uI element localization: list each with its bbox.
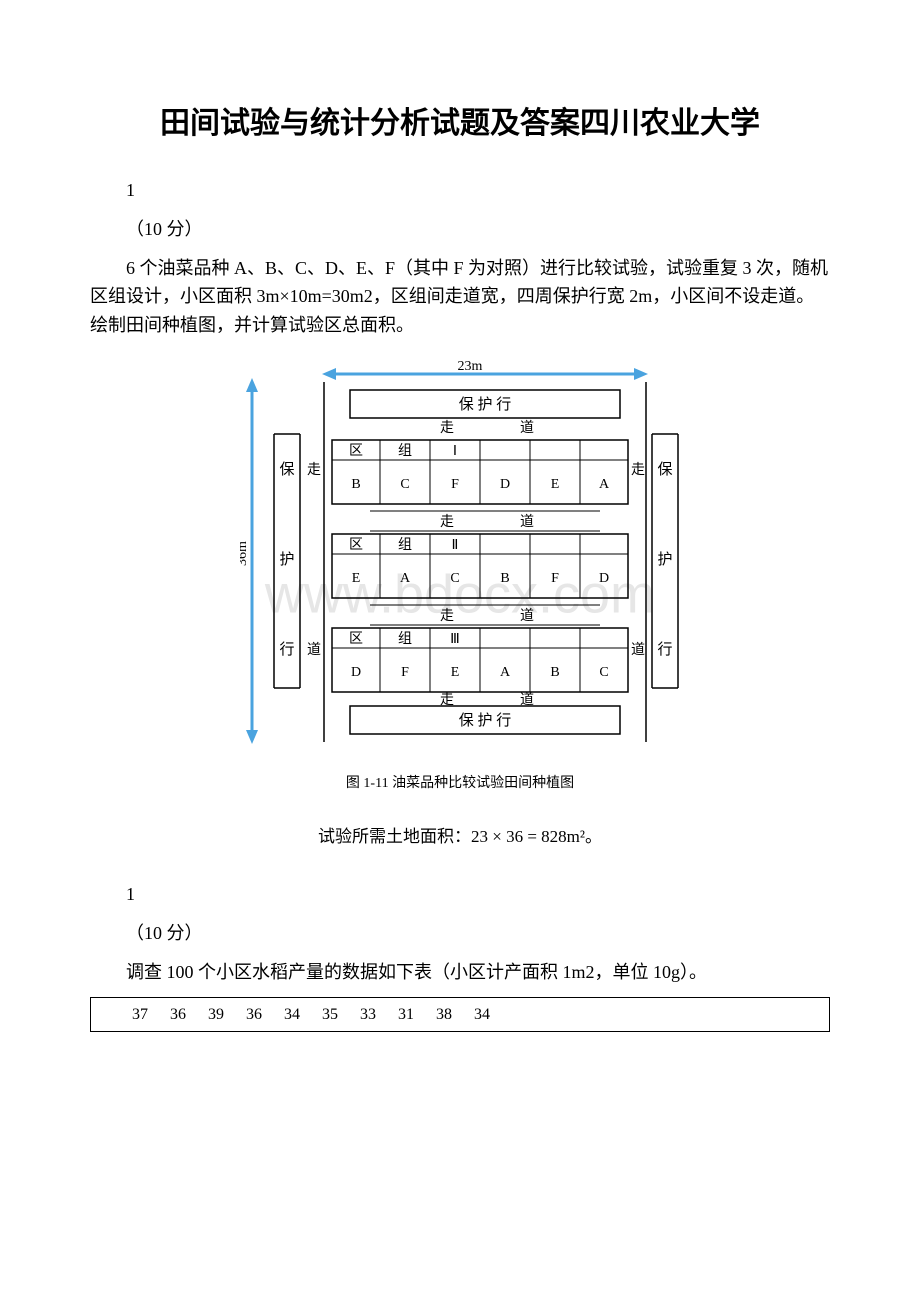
svg-text:C: C <box>599 665 608 680</box>
block-3: 区 组 Ⅲ D F E A B C <box>332 628 628 692</box>
protect-row-top: 保 护 行 <box>459 396 512 413</box>
height-label: 36m <box>240 541 250 566</box>
svg-text:区: 区 <box>349 443 363 459</box>
svg-text:F: F <box>551 571 559 586</box>
block-2: 区 组 Ⅱ E A C B F D <box>332 534 628 598</box>
data-table: 37 36 39 36 34 35 33 31 38 34 <box>90 997 830 1033</box>
width-arrow <box>322 368 648 380</box>
svg-text:E: E <box>352 571 361 586</box>
svg-text:组: 组 <box>398 443 412 459</box>
q2-text: 调查 100 个小区水稻产量的数据如下表（小区计产面积 1m2，单位 10g）。 <box>90 958 830 987</box>
cell: 37 <box>123 1002 157 1028</box>
walk-4a: 走 <box>440 692 454 708</box>
svg-text:D: D <box>351 665 361 680</box>
cell: 31 <box>389 1002 423 1028</box>
q1-number: 1 <box>90 176 830 205</box>
walk-1b: 道 <box>520 420 534 436</box>
right-zou: 走 <box>631 462 645 478</box>
left-dao: 道 <box>307 642 321 658</box>
block-1: 区 组 Ⅰ B C F D E A <box>332 440 628 504</box>
width-label: 23m <box>458 359 483 374</box>
protect-row-bottom: 保 护 行 <box>459 712 512 729</box>
table-row: 37 36 39 36 34 35 33 31 38 34 <box>99 1002 821 1028</box>
svg-text:Ⅲ: Ⅲ <box>450 632 460 647</box>
svg-text:B: B <box>550 665 559 680</box>
walk-3a: 走 <box>440 608 454 624</box>
svg-text:B: B <box>351 477 360 492</box>
cell: 35 <box>313 1002 347 1028</box>
q2-number: 1 <box>90 880 830 909</box>
svg-text:E: E <box>451 665 460 680</box>
svg-text:组: 组 <box>398 631 412 647</box>
left-hu: 护 <box>279 551 294 568</box>
walk-2b: 道 <box>520 514 534 530</box>
cell: 33 <box>351 1002 385 1028</box>
right-bao: 保 <box>657 461 672 478</box>
svg-text:A: A <box>500 665 511 680</box>
walk-2a: 走 <box>440 514 454 530</box>
svg-text:F: F <box>451 477 459 492</box>
svg-text:D: D <box>500 477 510 492</box>
walk-3b: 道 <box>520 608 534 624</box>
svg-text:D: D <box>599 571 609 586</box>
diagram-svg: 36m 23m 保 护 行 保 护 行 保 护 行 保 护 行 <box>240 356 680 756</box>
q1-points: （10 分） <box>90 215 830 244</box>
svg-text:A: A <box>400 571 411 586</box>
area-calc: 试验所需土地面积：23 × 36 = 828m²。 <box>90 823 830 850</box>
svg-text:A: A <box>599 477 610 492</box>
right-hu: 护 <box>657 551 672 568</box>
right-xing: 行 <box>657 641 672 658</box>
svg-text:B: B <box>500 571 509 586</box>
page-title: 田间试验与统计分析试题及答案四川农业大学 <box>90 100 830 148</box>
cell: 36 <box>161 1002 195 1028</box>
cell: 36 <box>237 1002 271 1028</box>
q1-text: 6 个油菜品种 A、B、C、D、E、F（其中 F 为对照）进行比较试验，试验重复… <box>90 254 830 340</box>
field-diagram: www.bdocx.com 36m 23m 保 护 行 保 护 行 保 <box>90 356 830 765</box>
svg-text:Ⅰ: Ⅰ <box>453 444 457 459</box>
left-xing: 行 <box>279 641 294 658</box>
svg-text:C: C <box>400 477 409 492</box>
cell: 34 <box>465 1002 499 1028</box>
left-zou: 走 <box>307 462 321 478</box>
right-dao: 道 <box>631 642 645 658</box>
cell: 39 <box>199 1002 233 1028</box>
svg-text:E: E <box>551 477 560 492</box>
left-bao: 保 <box>279 461 294 478</box>
svg-text:Ⅱ: Ⅱ <box>452 538 459 553</box>
walk-4b: 道 <box>520 692 534 708</box>
svg-text:F: F <box>401 665 409 680</box>
q2-points: （10 分） <box>90 919 830 948</box>
walk-1a: 走 <box>440 420 454 436</box>
svg-text:区: 区 <box>349 537 363 553</box>
svg-text:区: 区 <box>349 631 363 647</box>
cell: 38 <box>427 1002 461 1028</box>
cell: 34 <box>275 1002 309 1028</box>
svg-text:组: 组 <box>398 537 412 553</box>
figure-caption: 图 1-11 油菜品种比较试验田间种植图 <box>90 773 830 795</box>
svg-text:C: C <box>450 571 459 586</box>
